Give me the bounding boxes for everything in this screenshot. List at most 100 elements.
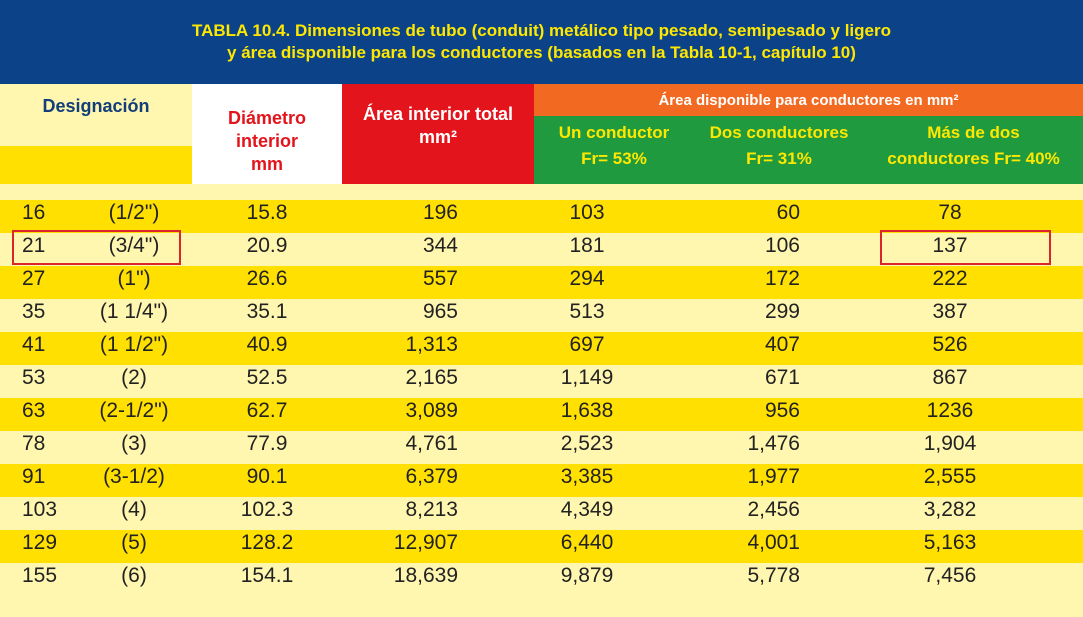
designation-number-cell: 63: [22, 399, 46, 422]
total-area-cell: 8,213: [405, 498, 458, 521]
area-one-conductor-cell: 1,149: [560, 366, 614, 389]
total-area-cell: 196: [422, 201, 458, 224]
area-more-conductors-cell: 137: [932, 234, 968, 257]
area-one-conductor-cell: 9,879: [560, 564, 614, 587]
area-two-conductors-cell: 956: [764, 399, 800, 422]
designation-number-cell: 78: [22, 432, 46, 455]
header-designation-band: [0, 146, 192, 184]
area-one-conductor-cell: 6,440: [560, 531, 614, 554]
designation-inch-cell: (1 1/4"): [99, 300, 169, 323]
header-one-conductor: Un conductor Fr= 53%: [534, 116, 694, 176]
title-line-2: y área disponible para los conductores (…: [227, 43, 856, 62]
table-row: 155 (6) 154.1 18,639 9,879 5,778 7,456: [0, 563, 1083, 596]
area-more-conductors-cell: 867: [932, 366, 968, 389]
inner-diameter-cell: 90.1: [246, 465, 288, 488]
table-row: 53 (2) 52.5 2,165 1,149 671 867: [0, 365, 1083, 398]
total-area-cell: 344: [422, 234, 458, 257]
area-one-conductor-cell: 697: [569, 333, 605, 356]
area-more-conductors-cell: 5,163: [923, 531, 977, 554]
area-two-conductors-cell: 4,001: [747, 531, 800, 554]
table-row: 27 (1") 26.6 557 294 172 222: [0, 266, 1083, 299]
table-row: 129 (5) 128.2 12,907 6,440 4,001 5,163: [0, 530, 1083, 563]
total-area-cell: 6,379: [405, 465, 458, 488]
designation-number-cell: 91: [22, 465, 46, 488]
designation-inch-cell: (3/4"): [108, 234, 160, 257]
area-more-conductors-cell: 78: [938, 201, 962, 224]
header-designation: Designación: [42, 96, 150, 116]
inner-diameter-cell: 40.9: [246, 333, 288, 356]
inner-diameter-cell: 77.9: [246, 432, 288, 455]
area-more-conductors-cell: 2,555: [923, 465, 977, 488]
header-two-line-2: Fr= 31%: [746, 149, 812, 168]
area-more-conductors-cell: 1,904: [923, 432, 977, 455]
designation-inch-cell: (2): [121, 366, 147, 389]
area-one-conductor-cell: 103: [569, 201, 605, 224]
inner-diameter-cell: 128.2: [240, 531, 294, 554]
designation-inch-cell: (4): [121, 498, 147, 521]
inner-diameter-cell: 20.9: [246, 234, 288, 257]
designation-number-cell: 27: [22, 267, 46, 290]
total-area-cell: 965: [422, 300, 458, 323]
area-one-conductor-cell: 513: [569, 300, 605, 323]
header-area-line-1: Área interior total: [362, 104, 514, 124]
table-body: 16 (1/2") 15.8 196 103 60 78 21 (3/4") 20.9 344 181…: [0, 200, 1083, 596]
area-more-conductors-cell: 222: [932, 267, 968, 290]
area-two-conductors-cell: 299: [764, 300, 800, 323]
designation-number-cell: 16: [22, 201, 46, 224]
highlight-box-value: [880, 230, 1051, 265]
total-area-cell: 557: [422, 267, 458, 290]
designation-number-cell: 155: [22, 564, 58, 587]
area-more-conductors-cell: 1236: [926, 399, 974, 422]
designation-inch-cell: (2-1/2"): [99, 399, 169, 422]
area-two-conductors-cell: 172: [764, 267, 800, 290]
area-two-conductors-cell: 106: [764, 234, 800, 257]
inner-diameter-cell: 62.7: [246, 399, 288, 422]
header-diameter-line-2: interior: [235, 130, 298, 151]
area-more-conductors-cell: 387: [932, 300, 968, 323]
area-one-conductor-cell: 1,638: [560, 399, 614, 422]
header-two-conductors: Dos conductores Fr= 31%: [694, 116, 864, 176]
header-one-line-2: Fr= 53%: [581, 149, 647, 168]
area-one-conductor-cell: 2,523: [560, 432, 614, 455]
area-two-conductors-cell: 2,456: [747, 498, 800, 521]
designation-inch-cell: (3): [121, 432, 147, 455]
designation-number-cell: 103: [22, 498, 58, 521]
highlight-box-designation: [12, 230, 181, 265]
designation-number-cell: 41: [22, 333, 46, 356]
table-row: 63 (2-1/2") 62.7 3,089 1,638 956 1236: [0, 398, 1083, 431]
area-two-conductors-cell: 5,778: [747, 564, 800, 587]
header-two-line-1: Dos conductores: [709, 123, 849, 142]
designation-inch-cell: (6): [121, 564, 147, 587]
header-more-conductors: Más de dos conductores Fr= 40%: [864, 116, 1083, 176]
total-area-cell: 1,313: [405, 333, 458, 356]
area-two-conductors-cell: 60: [776, 201, 800, 224]
header-diameter-line-1: Diámetro: [227, 107, 307, 128]
designation-inch-cell: (3-1/2): [103, 465, 165, 488]
designation-number-cell: 53: [22, 366, 46, 389]
header-area-line-2: mm²: [418, 127, 457, 147]
header-diameter-line-3: mm: [250, 153, 283, 174]
table-row: 103 (4) 102.3 8,213 4,349 2,456 3,282: [0, 497, 1083, 530]
area-one-conductor-cell: 4,349: [560, 498, 614, 521]
area-two-conductors-cell: 1,977: [747, 465, 800, 488]
table-row: 16 (1/2") 15.8 196 103 60 78: [0, 200, 1083, 233]
area-more-conductors-cell: 3,282: [923, 498, 977, 521]
inner-diameter-cell: 15.8: [246, 201, 288, 224]
inner-diameter-cell: 154.1: [240, 564, 294, 587]
total-area-cell: 3,089: [405, 399, 458, 422]
total-area-cell: 18,639: [393, 564, 458, 587]
designation-inch-cell: (1 1/2"): [99, 333, 169, 356]
area-one-conductor-cell: 181: [569, 234, 605, 257]
area-one-conductor-cell: 3,385: [560, 465, 614, 488]
inner-diameter-cell: 35.1: [246, 300, 288, 323]
area-two-conductors-cell: 1,476: [747, 432, 800, 455]
designation-number-cell: 35: [22, 300, 46, 323]
area-two-conductors-cell: 671: [764, 366, 800, 389]
header-diameter: Diámetro interior mm: [192, 84, 342, 184]
inner-diameter-cell: 102.3: [240, 498, 294, 521]
title-line-1: TABLA 10.4. Dimensiones de tubo (conduit…: [191, 21, 891, 40]
area-more-conductors-cell: 526: [932, 333, 968, 356]
table-row: 91 (3-1/2) 90.1 6,379 3,385 1,977 2,555: [0, 464, 1083, 497]
table-row: 35 (1 1/4") 35.1 965 513 299 387: [0, 299, 1083, 332]
table-row: 41 (1 1/2") 40.9 1,313 697 407 526: [0, 332, 1083, 365]
